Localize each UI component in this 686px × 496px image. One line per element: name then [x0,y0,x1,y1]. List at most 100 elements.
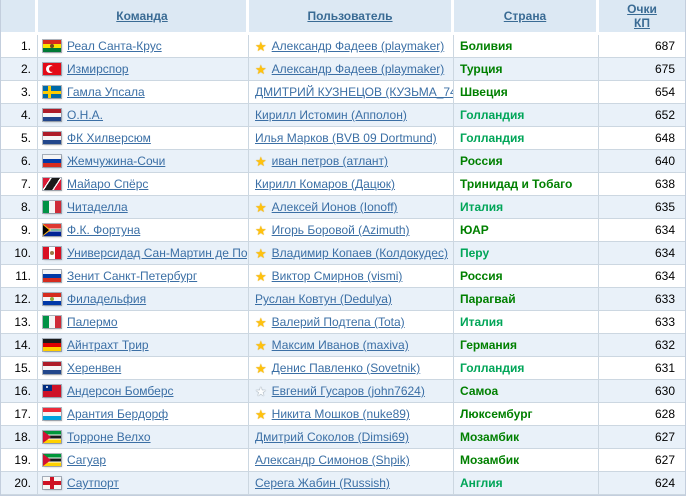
user-cell: Дмитрий Соколов (Dimsi69) [249,426,454,449]
team-link[interactable]: Арантия Бердорф [67,407,169,421]
team-link[interactable]: Гамла Упсала [67,85,145,99]
team-link[interactable]: Ф.К. Фортуна [67,223,141,237]
team-link[interactable]: Майаро Спёрс [67,177,149,191]
user-link[interactable]: Александр Фадеев (playmaker) [271,62,445,76]
user-cell: Серега Жабин (Russish) [249,472,454,495]
user-cell: ★ Владимир Копаев (Колдокудес) [249,242,454,265]
star-outline-icon: ★ [255,384,267,399]
rank-cell: 20. [1,472,38,495]
team-cell: Торроне Велхо [38,426,249,449]
team-link[interactable]: Измирспор [67,62,129,76]
country-cell: Голландия [454,127,599,150]
team-link[interactable]: Зенит Санкт-Петербург [67,269,198,283]
header-country: Страна [454,0,599,35]
netherlands-flag-icon [43,362,61,374]
mozambique-flag-icon [43,454,61,466]
user-link[interactable]: Дмитрий Соколов (Dimsi69) [255,430,409,444]
star-icon: ★ [255,269,267,284]
rank-cell: 18. [1,426,38,449]
user-link[interactable]: Игорь Боровой (Azimuth) [271,223,410,237]
user-link[interactable]: Владимир Копаев (Колдокудес) [271,246,448,260]
netherlands-flag-icon [43,132,61,144]
points-cell: 635 [599,196,685,219]
team-cell: Арантия Бердорф [38,403,249,426]
sort-country-link[interactable]: Страна [503,9,547,23]
trinidad-flag-icon [43,178,61,190]
user-link[interactable]: Максим Иванов (maxiva) [271,338,409,352]
rank-cell: 3. [1,81,38,104]
points-cell: 648 [599,127,685,150]
team-link[interactable]: Реал Санта-Крус [67,39,162,53]
table-row: 6. Жемчужина-Сочи ★ иван петров (атлант) Рос… [1,150,685,173]
country-cell: Англия [454,472,599,495]
team-cell: О.Н.А. [38,104,249,127]
user-link[interactable]: Никита Мошков (nuke89) [271,407,410,421]
rank-cell: 7. [1,173,38,196]
country-cell: Перу [454,242,599,265]
user-link[interactable]: Илья Марков (BVB 09 Dortmund) [255,131,437,145]
user-link[interactable]: Кирилл Комаров (Дацюк) [255,177,395,191]
user-link[interactable]: Руслан Ковтун (Dedulya) [255,292,392,306]
table-row: 7. Майаро Спёрс Кирилл Комаров (Дацюк) Трин… [1,173,685,196]
team-link[interactable]: Универсидад Сан-Мартин де Порр [67,246,249,260]
team-link[interactable]: Читаделла [67,200,128,214]
user-link[interactable]: Александр Симонов (Shpik) [255,453,410,467]
country-cell: Самоа [454,380,599,403]
user-link[interactable]: Евгений Гусаров (john7624) [271,384,425,398]
country-cell: Мозамбик [454,426,599,449]
sort-user-link[interactable]: Пользователь [307,9,393,23]
team-link[interactable]: Филадельфия [67,292,147,306]
table-row: 17. Арантия Бердорф ★ Никита Мошков (nuke89… [1,403,685,426]
user-link[interactable]: Денис Павленко (Sovetnik) [271,361,421,375]
team-cell: Реал Санта-Крус [38,35,249,58]
sort-team-link[interactable]: Команда [116,9,168,23]
team-link[interactable]: Андерсон Бомберс [67,384,174,398]
user-link[interactable]: Кирилл Истомин (Апполон) [255,108,407,122]
user-cell: ★ Александр Фадеев (playmaker) [249,58,454,81]
user-cell: Илья Марков (BVB 09 Dortmund) [249,127,454,150]
rank-cell: 4. [1,104,38,127]
bolivia-flag-icon [43,40,61,52]
table-row: 12. Филадельфия Руслан Ковтун (Dedulya) Пар… [1,288,685,311]
user-cell: ★ Максим Иванов (maxiva) [249,334,454,357]
points-cell: 633 [599,288,685,311]
russia-flag-icon [43,155,61,167]
table-body: 1. Реал Санта-Крус ★ Александр Фадеев (play… [1,35,685,495]
team-link[interactable]: Саутпорт [67,476,119,490]
team-link[interactable]: Херенвен [67,361,122,375]
table-row: 10. Универсидад Сан-Мартин де Порр ★ Владим… [1,242,685,265]
italy-flag-icon [43,201,61,213]
team-link[interactable]: Сагуар [67,453,107,467]
points-cell: 627 [599,426,685,449]
points-cell: 634 [599,242,685,265]
user-link[interactable]: Алексей Ионов (Ionoff) [271,200,398,214]
luxembourg-flag-icon [43,408,61,420]
user-link[interactable]: ДМИТРИЙ КУЗНЕЦОВ (КУЗЬМА_74) [255,85,454,99]
user-link[interactable]: Александр Фадеев (playmaker) [271,39,445,53]
southafrica-flag-icon [43,224,61,236]
team-link[interactable]: Торроне Велхо [67,430,151,444]
points-cell: 634 [599,219,685,242]
points-cell: 675 [599,58,685,81]
team-link[interactable]: ФК Хилверсюм [67,131,151,145]
team-link[interactable]: О.Н.А. [67,108,104,122]
table-row: 14. Айнтрахт Трир ★ Максим Иванов (maxiva) Г… [1,334,685,357]
team-link[interactable]: Палермо [67,315,118,329]
netherlands-flag-icon [43,109,61,121]
team-link[interactable]: Айнтрахт Трир [67,338,149,352]
user-link[interactable]: иван петров (атлант) [271,154,388,168]
rank-cell: 12. [1,288,38,311]
user-cell: Александр Симонов (Shpik) [249,449,454,472]
user-link[interactable]: Серега Жабин (Russish) [255,476,390,490]
table-row: 20. Саутпорт Серега Жабин (Russish) Англия 6… [1,472,685,495]
user-link[interactable]: Виктор Смирнов (vismi) [271,269,403,283]
points-cell: 633 [599,311,685,334]
country-cell: Швеция [454,81,599,104]
user-cell: ★ Никита Мошков (nuke89) [249,403,454,426]
team-link[interactable]: Жемчужина-Сочи [67,154,166,168]
user-link[interactable]: Валерий Подтепа (Tota) [271,315,405,329]
sort-points-link[interactable]: Очки КП [627,2,657,30]
rank-cell: 10. [1,242,38,265]
points-cell: 624 [599,472,685,495]
